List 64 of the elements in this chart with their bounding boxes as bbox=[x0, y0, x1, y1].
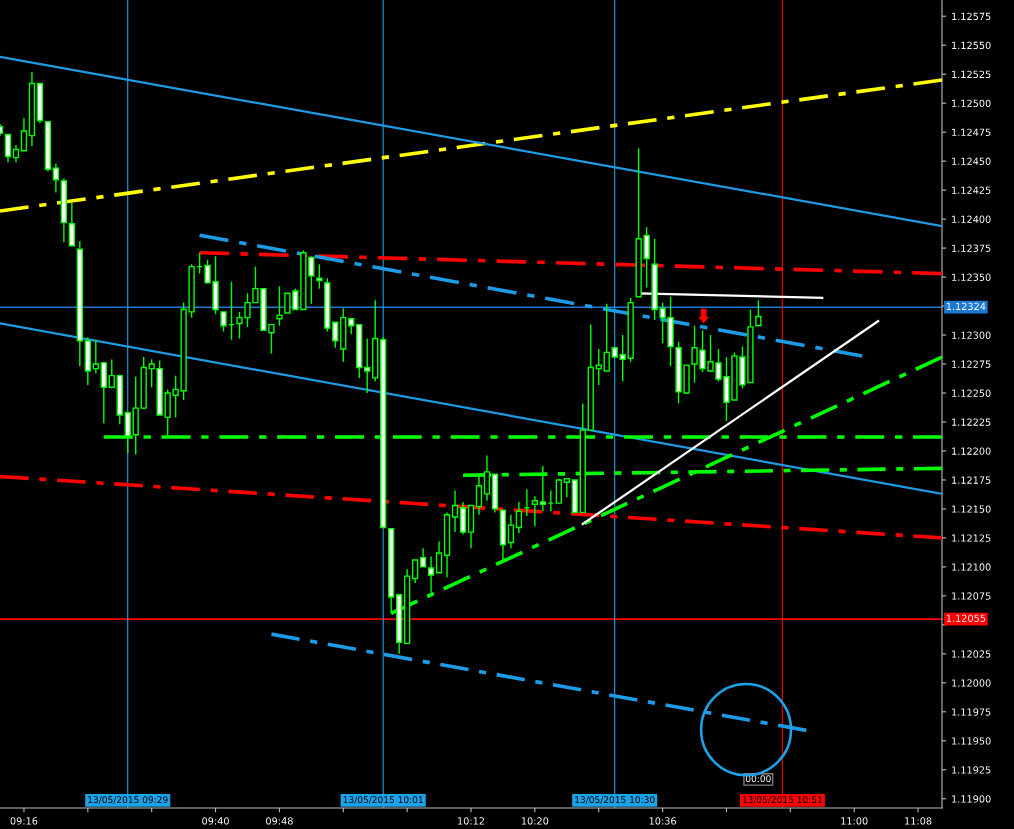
y-tick-label: 1.12250 bbox=[952, 389, 991, 397]
candlestick bbox=[427, 555, 435, 594]
ref-line-label: 1.12324 bbox=[946, 302, 986, 311]
ref-line-label: 13/05/2015 10:01 bbox=[343, 796, 423, 804]
candlestick bbox=[364, 337, 371, 394]
y-tick-label: 1.12150 bbox=[952, 505, 991, 513]
y-tick-label: 1.12025 bbox=[952, 650, 991, 658]
y-tick-label: 1.12300 bbox=[952, 331, 991, 339]
candlestick bbox=[4, 133, 12, 163]
candlestick bbox=[332, 321, 339, 349]
candlestick bbox=[555, 478, 562, 504]
y-tick-label: 1.11950 bbox=[952, 737, 991, 745]
candlestick bbox=[92, 338, 99, 374]
y-tick-label: 1.12400 bbox=[952, 215, 991, 223]
x-tick-label: 10:20 bbox=[521, 817, 549, 825]
y-tick-label: 1.12425 bbox=[952, 186, 991, 194]
ref-line-label: 13/05/2015 10:30 bbox=[575, 796, 655, 804]
y-tick-label: 1.12125 bbox=[952, 534, 991, 542]
candlestick bbox=[108, 358, 115, 390]
x-tick-label: 09:16 bbox=[10, 817, 38, 825]
candlestick bbox=[531, 495, 539, 528]
x-tick-label: 09:48 bbox=[266, 817, 293, 825]
candlestick bbox=[603, 303, 610, 372]
y-tick-label: 1.12275 bbox=[952, 360, 991, 368]
y-tick-label: 1.12525 bbox=[952, 70, 991, 79]
ref-line-label: 13/05/2015 10:51 bbox=[742, 796, 822, 804]
candlestick bbox=[411, 559, 419, 584]
y-tick-label: 1.11900 bbox=[952, 795, 991, 803]
y-tick-label: 1.12350 bbox=[952, 273, 991, 281]
ref-line-label: 1.12055 bbox=[946, 614, 986, 622]
y-tick-label: 1.12225 bbox=[952, 418, 991, 426]
y-tick-label: 1.12550 bbox=[952, 41, 991, 50]
candlestick bbox=[220, 311, 227, 333]
candlestick bbox=[755, 299, 762, 327]
y-tick-label: 1.11975 bbox=[952, 708, 991, 716]
y-tick-label: 1.12100 bbox=[952, 563, 991, 571]
y-tick-label: 1.12575 bbox=[952, 12, 991, 21]
x-tick-label: 11:08 bbox=[905, 817, 932, 825]
candlestick bbox=[507, 514, 515, 550]
candlestick bbox=[276, 285, 283, 327]
ref-line-label: 13/05/2015 09:29 bbox=[88, 796, 168, 804]
x-tick-label: 09:40 bbox=[202, 817, 229, 825]
y-tick-label: 1.12500 bbox=[952, 99, 991, 108]
x-tick-label: 10:12 bbox=[458, 817, 485, 825]
candlestick bbox=[515, 501, 523, 534]
candlestick bbox=[52, 162, 60, 194]
candlestick bbox=[595, 348, 602, 386]
y-tick-label: 1.12175 bbox=[952, 476, 991, 484]
y-tick-label: 1.11925 bbox=[952, 766, 991, 774]
y-tick-label: 1.12000 bbox=[952, 679, 991, 687]
x-tick-label: 10:36 bbox=[649, 817, 676, 825]
candlestick bbox=[419, 547, 427, 568]
x-tick-label: 11:00 bbox=[841, 817, 868, 825]
candlestick bbox=[451, 489, 459, 533]
y-tick-label: 1.12450 bbox=[952, 157, 991, 165]
candlestick bbox=[20, 117, 28, 152]
y-tick-label: 1.12075 bbox=[952, 592, 991, 600]
y-tick-label: 1.12475 bbox=[952, 128, 991, 136]
annotation: 00:00 bbox=[745, 775, 771, 783]
candlestick bbox=[68, 202, 76, 247]
candlestick bbox=[563, 478, 570, 499]
candlestick bbox=[435, 540, 443, 574]
y-tick-label: 1.12375 bbox=[952, 244, 991, 252]
y-tick-label: 1.12200 bbox=[952, 447, 991, 455]
